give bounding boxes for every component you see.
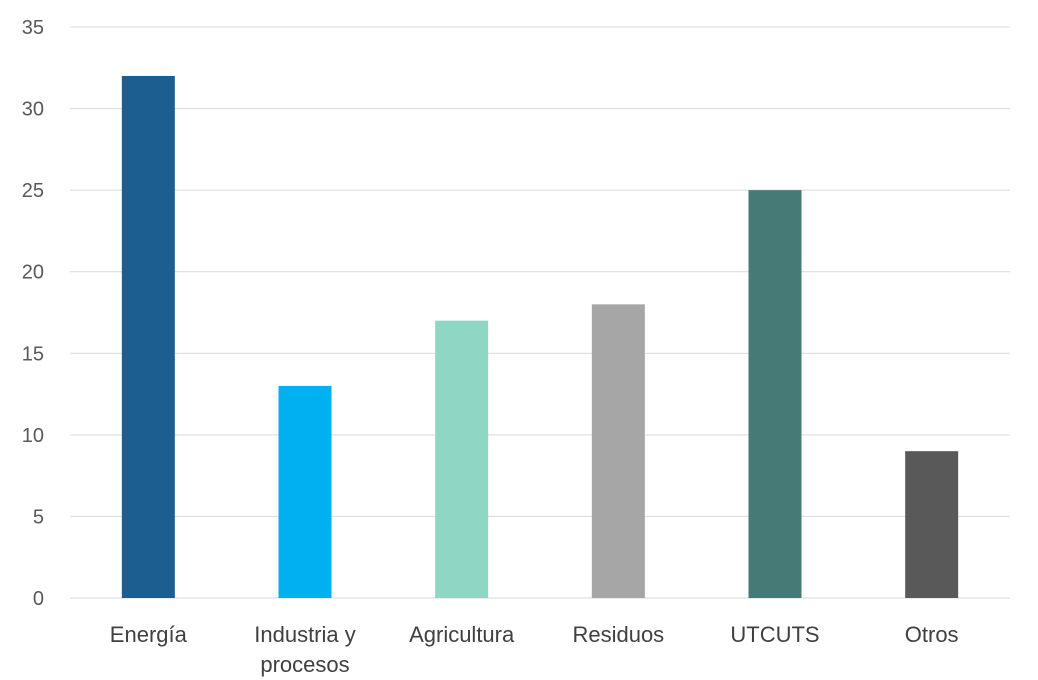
y-tick-label: 35 — [22, 17, 44, 39]
y-tick-label: 25 — [22, 180, 44, 202]
bar-residuos — [591, 304, 645, 598]
bar-agricultura — [435, 320, 489, 598]
x-category-label: Residuos — [572, 622, 664, 647]
x-category-label: UTCUTS — [730, 622, 819, 647]
y-tick-label: 15 — [22, 343, 44, 365]
x-category-label: procesos — [260, 652, 349, 677]
y-tick-label: 20 — [22, 262, 44, 284]
x-category-label: Otros — [905, 622, 959, 647]
bar-otros — [905, 451, 959, 598]
bar-energía — [121, 75, 175, 598]
y-axis-tick-labels: 0 5 10 15 20 25 30 35 — [22, 17, 44, 610]
y-tick-label: 5 — [33, 506, 44, 528]
x-category-label: Industria y — [254, 622, 356, 647]
y-tick-label: 0 — [33, 588, 44, 610]
x-category-label: Energía — [110, 622, 188, 647]
x-axis-category-labels: Energía Industria y procesos Agricultura Res… — [110, 622, 959, 677]
bars — [121, 75, 959, 598]
gridlines — [70, 26, 1010, 599]
y-tick-label: 10 — [22, 425, 44, 447]
bar-industria-y-procesos — [278, 385, 332, 598]
bar-utcuts — [748, 190, 802, 598]
x-category-label: Agricultura — [409, 622, 515, 647]
y-tick-label: 30 — [22, 99, 44, 121]
